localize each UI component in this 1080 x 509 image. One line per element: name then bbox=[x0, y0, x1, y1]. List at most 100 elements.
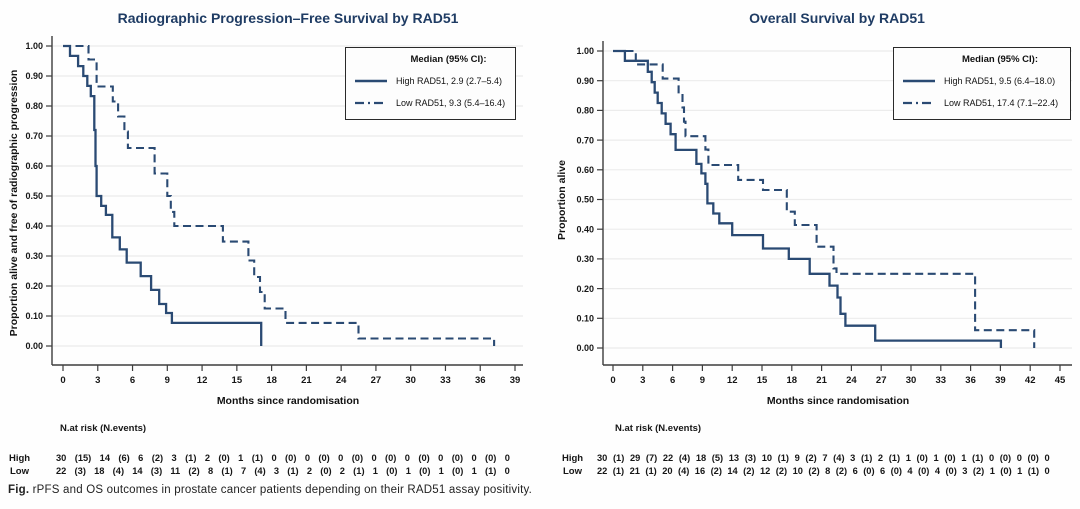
y-tick-label: 1.00 bbox=[576, 46, 594, 56]
x-tick-label: 12 bbox=[197, 375, 208, 386]
risk-count: 14 bbox=[99, 453, 111, 463]
y-tick-label: 0.80 bbox=[25, 101, 43, 111]
right-legend: Median (95% CI): High RAD51, 9.5 (6.4–18… bbox=[893, 47, 1071, 120]
solid-line-sample-icon bbox=[355, 79, 387, 83]
right-legend-title: Median (95% CI): bbox=[961, 54, 1038, 65]
risk-count: 0 bbox=[1016, 453, 1022, 463]
x-tick-label: 9 bbox=[700, 375, 705, 386]
risk-count: 3 bbox=[850, 453, 856, 463]
risk-count: 0 bbox=[304, 453, 310, 463]
right-y-axis-title: Proportion alive bbox=[556, 160, 568, 240]
risk-count: 6 bbox=[880, 466, 886, 476]
y-tick-label: 0.10 bbox=[576, 314, 594, 324]
risk-count: 1 bbox=[405, 466, 411, 476]
risk-count: 3 bbox=[962, 466, 968, 476]
risk-count: (6) bbox=[118, 453, 130, 463]
risk-count: 13 bbox=[728, 453, 740, 463]
risk-count: (0) bbox=[386, 466, 398, 476]
risk-count: 2 bbox=[204, 453, 210, 463]
x-tick-label: 0 bbox=[610, 375, 615, 386]
risk-count: 1 bbox=[989, 466, 995, 476]
right-risk-table-header: N.at risk (N.events) bbox=[615, 423, 702, 434]
risk-count: 1 bbox=[905, 453, 911, 463]
legend-label: Low RAD51, 17.4 (7.1–22.4) bbox=[944, 98, 1059, 108]
x-tick-label: 36 bbox=[475, 375, 486, 386]
risk-count: 1 bbox=[933, 453, 939, 463]
risk-count: 22 bbox=[597, 466, 608, 476]
y-tick-label: 0.60 bbox=[576, 165, 594, 175]
x-tick-label: 12 bbox=[727, 375, 738, 386]
x-tick-label: 18 bbox=[787, 375, 798, 386]
risk-count: 3 bbox=[273, 466, 280, 476]
risk-count: (2) bbox=[743, 466, 755, 476]
x-tick-label: 15 bbox=[232, 375, 243, 386]
solid-line-sample-icon bbox=[903, 79, 935, 83]
risk-count: (0) bbox=[218, 453, 230, 463]
risk-count: (0) bbox=[320, 466, 332, 476]
x-tick-label: 0 bbox=[60, 375, 65, 386]
risk-count: (1) bbox=[287, 466, 299, 476]
x-tick-label: 45 bbox=[1055, 375, 1066, 386]
risk-count: (0) bbox=[318, 453, 330, 463]
risk-count: (4) bbox=[677, 466, 690, 476]
right-legend-entry-high: High RAD51, 9.5 (6.4–18.0) bbox=[902, 70, 1064, 92]
risk-count: 1 bbox=[961, 453, 967, 463]
risk-count: (7) bbox=[645, 453, 658, 463]
figure-caption-label: Fig. bbox=[8, 484, 30, 496]
km-curve-low-rad51-os bbox=[613, 49, 1036, 348]
risk-count: (0) bbox=[485, 453, 497, 463]
risk-count: 6 bbox=[138, 453, 144, 463]
risk-count: 22 bbox=[662, 453, 674, 463]
x-tick-label: 24 bbox=[846, 375, 857, 386]
risk-count: 12 bbox=[759, 466, 771, 476]
figure-caption-text: rPFS and OS outcomes in prostate cancer … bbox=[29, 484, 532, 496]
risk-count: 0 bbox=[1044, 466, 1050, 476]
x-tick-label: 9 bbox=[165, 375, 170, 386]
risk-count: (1) bbox=[645, 466, 657, 476]
risk-count: 2 bbox=[877, 453, 884, 463]
km-curve-high-rad51-rpfs bbox=[63, 44, 263, 346]
risk-count: 10 bbox=[792, 466, 803, 476]
risk-count: (0) bbox=[863, 466, 875, 476]
y-tick-label: 0.50 bbox=[25, 191, 43, 201]
left-legend: Median (95% CI): High RAD51, 2.9 (2.7–5.… bbox=[345, 47, 516, 120]
risk-count: (0) bbox=[1027, 453, 1039, 463]
risk-count: 7 bbox=[240, 466, 247, 476]
risk-count: 0 bbox=[371, 453, 377, 463]
risk-count: (2) bbox=[710, 466, 722, 476]
x-tick-label: 3 bbox=[95, 375, 100, 386]
risk-count: (0) bbox=[918, 466, 930, 476]
x-tick-label: 39 bbox=[510, 375, 521, 386]
right-risk-row-low: 22 (1) 21 (1) 20 (4) 16 (2) 14 (2) 12 (2) 10 (2) 8 (2) 6… bbox=[597, 466, 1050, 476]
legend-label: Low RAD51, 9.3 (5.4–16.4) bbox=[396, 98, 506, 108]
x-tick-label: 36 bbox=[965, 375, 976, 386]
right-risk-row-high: 30 (1) 29 (7) 22 (4) 18 (5) 13 (3) 10 (1) 9 (2) 7 (4) 3(… bbox=[597, 453, 1050, 463]
risk-count: (2) bbox=[775, 466, 788, 476]
x-tick-label: 6 bbox=[670, 375, 675, 386]
risk-count: 8 bbox=[207, 466, 214, 476]
right-panel-title: Overall Survival by RAD51 bbox=[749, 10, 925, 26]
risk-count: (1) bbox=[185, 453, 197, 463]
risk-count: (2) bbox=[808, 466, 820, 476]
risk-count: (4) bbox=[112, 466, 125, 476]
y-tick-label: 0.30 bbox=[576, 254, 594, 264]
risk-count: 1 bbox=[238, 453, 244, 463]
x-tick-label: 27 bbox=[876, 375, 887, 386]
risk-count: (0) bbox=[999, 453, 1012, 463]
left-risk-table-header: N.at risk (N.events) bbox=[60, 423, 147, 434]
risk-count: (1) bbox=[777, 453, 790, 463]
left-x-axis-title: Months since randomisation bbox=[216, 395, 360, 407]
risk-count: 0 bbox=[1044, 453, 1050, 463]
risk-count: 9 bbox=[794, 453, 800, 463]
risk-count: 0 bbox=[338, 453, 344, 463]
risk-count: (4) bbox=[254, 466, 266, 476]
risk-count: 0 bbox=[471, 453, 477, 463]
risk-count: 20 bbox=[662, 466, 673, 476]
left-risk-row-label-low: Low bbox=[10, 466, 29, 477]
risk-count: (0) bbox=[351, 453, 364, 463]
y-tick-label: 0.10 bbox=[25, 311, 43, 321]
left-risk-row-high: 30 (15) 14 (6) 6 (2) 3 (1) 2 (0) 1 (1) 0 (0) 0 (0) 0 (0) 0… bbox=[56, 453, 510, 463]
km-panel-os: 1.00 0.90 0.80 0.70 0.60 0.50 0.40 0.30 0.20 0.10… bbox=[576, 41, 1072, 386]
risk-count: 18 bbox=[94, 466, 105, 476]
right-risk-row-label-high: High bbox=[562, 453, 584, 464]
